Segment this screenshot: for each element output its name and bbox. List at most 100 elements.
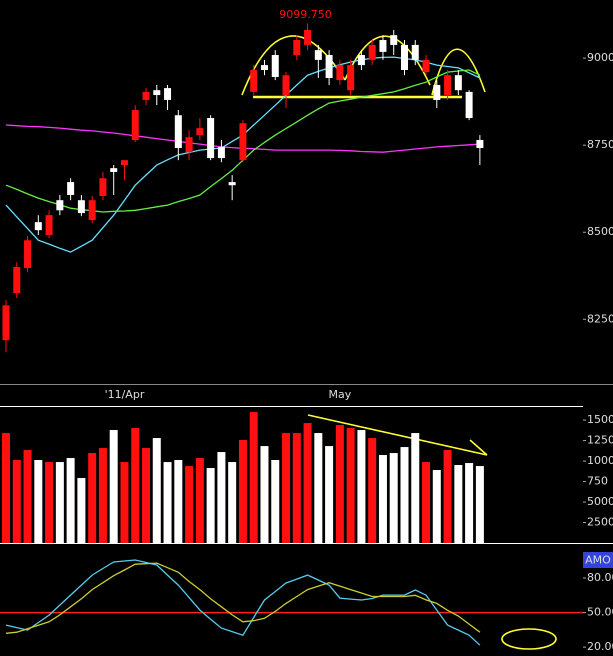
volume-bar xyxy=(292,433,301,543)
oscillator-line xyxy=(5,559,481,646)
volume-bar xyxy=(77,478,86,543)
candle-body xyxy=(217,146,225,159)
candle-body xyxy=(465,91,473,119)
candle-body xyxy=(142,91,150,100)
volume-bar xyxy=(88,453,97,543)
candle-body xyxy=(250,69,258,92)
y-tick-label: 80.00 xyxy=(587,571,613,584)
candle-body xyxy=(56,200,64,211)
volume-bar xyxy=(34,460,43,543)
volume-bar xyxy=(249,412,258,543)
volume-bar xyxy=(109,430,118,543)
candle-body xyxy=(207,118,215,159)
volume-bar xyxy=(422,462,431,543)
candle-body xyxy=(164,88,172,100)
candle-body xyxy=(239,123,247,161)
pattern-drawing xyxy=(241,35,557,650)
candle-body xyxy=(293,40,301,56)
indicator-label: AMO xyxy=(585,554,611,567)
volume-bar xyxy=(120,462,129,543)
candle-body xyxy=(13,267,21,294)
candle-body xyxy=(271,55,279,77)
candle-body xyxy=(88,200,96,221)
volume-bar xyxy=(432,470,441,543)
y-tick-label: 8750 xyxy=(587,138,613,151)
volume-bar xyxy=(195,458,204,543)
volume-bar xyxy=(238,440,247,543)
candle-body xyxy=(476,139,484,148)
candle-body xyxy=(314,50,322,60)
y-tick-label: 1250 xyxy=(587,434,613,447)
y-tick-label: 2500 xyxy=(587,516,613,529)
volume-bar xyxy=(2,433,10,543)
volume-bar xyxy=(389,453,398,543)
volume-bar xyxy=(346,428,355,543)
candle-body xyxy=(304,29,312,45)
candle-body xyxy=(357,55,365,66)
volume-bar xyxy=(443,450,452,543)
candle-body xyxy=(444,75,452,96)
candle-body xyxy=(347,65,355,91)
volume-bar xyxy=(368,438,377,543)
candle-body xyxy=(325,55,333,78)
volume-bar xyxy=(260,446,269,543)
candle-body xyxy=(110,168,118,173)
volume-bar xyxy=(55,462,64,543)
volume-bar xyxy=(206,468,215,543)
candle-body xyxy=(67,182,75,195)
volume-bar xyxy=(357,430,366,543)
y-tick-label: 8500 xyxy=(587,225,613,238)
volume-bar xyxy=(335,425,344,543)
volume-bar xyxy=(228,462,237,543)
candle-body xyxy=(196,128,204,136)
candle-body xyxy=(260,65,268,70)
candle-body xyxy=(228,182,236,186)
candle-body xyxy=(99,178,107,197)
volume-bar xyxy=(98,448,107,543)
candle-body xyxy=(336,65,344,81)
volume-bar xyxy=(142,448,151,543)
volume-bar xyxy=(152,438,161,543)
volume-bar xyxy=(475,466,484,543)
x-tick-label: May xyxy=(328,388,351,401)
candle-body xyxy=(368,44,376,60)
candle-body xyxy=(34,222,42,231)
volume-bar xyxy=(12,460,21,543)
y-tick-label: 50.00 xyxy=(587,606,613,619)
volume-bar xyxy=(282,433,291,543)
candle-body xyxy=(379,40,387,52)
volume-bar xyxy=(185,466,194,543)
y-tick-label: 20.00 xyxy=(587,640,613,653)
candle-body xyxy=(454,75,462,91)
volume-bar xyxy=(314,433,323,543)
candle-body xyxy=(411,44,419,60)
annotation: 9099.750 xyxy=(279,8,332,21)
y-tick-label: 1500 xyxy=(587,413,613,426)
volume-bar xyxy=(217,452,226,543)
y-tick-label: 8250 xyxy=(587,312,613,325)
candle-body xyxy=(24,240,32,269)
x-tick-label: '11/Apr xyxy=(105,388,145,401)
candle-body xyxy=(422,59,430,73)
volume-bar xyxy=(411,433,420,543)
volume-bar xyxy=(66,458,75,543)
volume-bar xyxy=(23,450,32,543)
volume-bar xyxy=(131,428,140,543)
indicator-box xyxy=(583,552,613,568)
volume-bar xyxy=(465,463,474,543)
volume-bar xyxy=(454,465,463,543)
candle-body xyxy=(174,115,182,148)
y-tick-label: 5000 xyxy=(587,495,613,508)
volume-bar xyxy=(325,446,334,543)
candle-body xyxy=(2,305,10,341)
candle-body xyxy=(131,110,139,140)
volume-bar xyxy=(174,460,183,543)
y-tick-label: 750 xyxy=(587,475,608,488)
volume-bar xyxy=(378,455,387,543)
candle-body xyxy=(282,75,290,96)
volume-bar xyxy=(303,423,312,543)
y-tick-label: 9000 xyxy=(587,51,613,64)
oscillator-line xyxy=(5,562,481,634)
candle-body xyxy=(45,215,53,236)
